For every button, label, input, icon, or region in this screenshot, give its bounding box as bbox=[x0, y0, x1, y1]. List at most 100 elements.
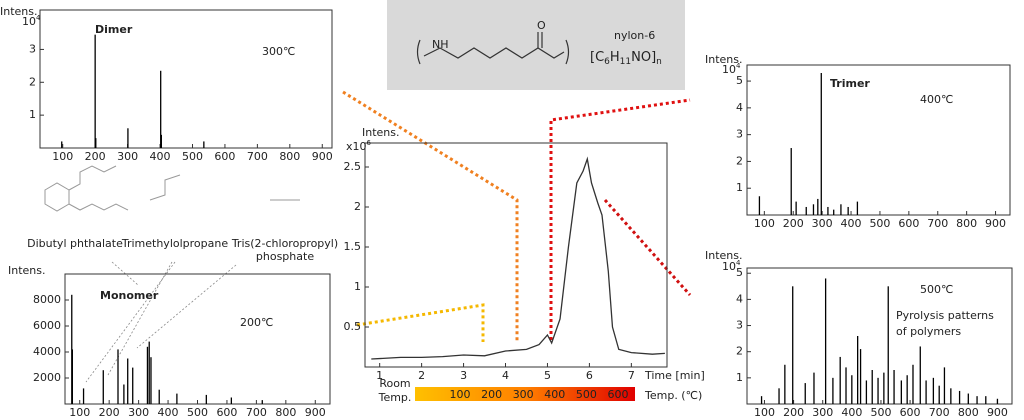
x-tick-label: 700 bbox=[246, 406, 267, 419]
temp-label: Temp. bbox=[378, 391, 412, 404]
x-tick-label: 200 bbox=[99, 406, 120, 419]
x-tick-label: 7 bbox=[628, 369, 635, 382]
y-tick-label: 2.5 bbox=[344, 160, 362, 173]
x-tick-label: 100 bbox=[754, 406, 775, 419]
temp-tick-label: 300 bbox=[513, 388, 534, 401]
y-tick-label: 1 bbox=[354, 280, 361, 293]
y-tick-label: 2 bbox=[354, 200, 361, 213]
x-tick-label: 800 bbox=[958, 406, 979, 419]
temp-tick-label: 100 bbox=[450, 388, 471, 401]
x-tick-label: 700 bbox=[929, 406, 950, 419]
temperature: 500℃ bbox=[920, 283, 953, 296]
x-tick-label: 500 bbox=[187, 406, 208, 419]
polymer-name: nylon-6 bbox=[614, 29, 655, 42]
y-label: Intens. bbox=[0, 5, 38, 18]
y-scale-base: 10 bbox=[722, 260, 736, 273]
x-tick-label: 800 bbox=[275, 406, 296, 419]
x-tick-label: 300 bbox=[128, 406, 149, 419]
x-tick-label: 700 bbox=[927, 217, 948, 230]
x-tick-label: 200 bbox=[85, 150, 106, 163]
x-tick-label: 500 bbox=[869, 217, 890, 230]
molecule-sketches bbox=[44, 165, 300, 212]
x-tick-label: 1 bbox=[376, 369, 383, 382]
chart-title: Dimer bbox=[95, 23, 133, 36]
temp-unit: Temp. (℃) bbox=[644, 389, 702, 402]
x-tick-label: 900 bbox=[985, 217, 1006, 230]
annotation: Pyrolysis patterns bbox=[896, 309, 994, 322]
y-scale: 104 bbox=[722, 62, 741, 76]
annotation: of polymers bbox=[896, 325, 961, 338]
chart-title: Trimer bbox=[830, 77, 870, 90]
y-scale: 104 bbox=[722, 259, 741, 273]
y-tick-label: 6000 bbox=[33, 319, 61, 332]
chart-title: Monomer bbox=[100, 289, 159, 302]
temp-tick-label: 600 bbox=[608, 388, 629, 401]
formula-part: 6 bbox=[604, 57, 610, 67]
thermogram-line bbox=[371, 156, 665, 360]
temp-tick-label: 200 bbox=[481, 388, 502, 401]
y-tick-label: 3 bbox=[29, 42, 36, 55]
x-tick-label: 100 bbox=[69, 406, 90, 419]
molecule-label: Tris(2-chloropropyl) bbox=[231, 237, 338, 250]
y-tick-label: 2 bbox=[736, 345, 743, 358]
y-label: Intens. bbox=[8, 264, 46, 277]
x-tick-label: 100 bbox=[52, 150, 73, 163]
y-label: Intens. bbox=[362, 126, 400, 139]
x-tick-label: 900 bbox=[987, 406, 1008, 419]
x-tick-label: 400 bbox=[841, 217, 862, 230]
y-scale-exp: 4 bbox=[36, 14, 41, 22]
y-tick-label: 2000 bbox=[33, 371, 61, 384]
plot-frame bbox=[746, 267, 1013, 405]
y-tick-label: 5 bbox=[736, 266, 743, 279]
y-tick-label: 8000 bbox=[33, 293, 61, 306]
temperature: 200℃ bbox=[240, 316, 273, 329]
o-label: O bbox=[537, 19, 546, 32]
y-tick-label: 0.5 bbox=[344, 320, 362, 333]
formula-part: [C bbox=[590, 50, 604, 65]
formula-part: n bbox=[656, 57, 662, 67]
y-tick-label: 1 bbox=[736, 181, 743, 194]
x-tick-label: 800 bbox=[279, 150, 300, 163]
x-tick-label: 300 bbox=[812, 217, 833, 230]
temp-tick-label: 500 bbox=[576, 388, 597, 401]
x-tick-label: 300 bbox=[812, 406, 833, 419]
plot-frame bbox=[364, 142, 668, 368]
x-tick-label: 900 bbox=[305, 406, 326, 419]
x-tick-label: 100 bbox=[754, 217, 775, 230]
polymer-formula: [C6H11NO]n bbox=[590, 50, 662, 67]
x-tick-label: 900 bbox=[312, 150, 333, 163]
molecule-label: phosphate bbox=[256, 250, 314, 263]
connectors bbox=[342, 90, 692, 342]
y-scale-base: 10 bbox=[722, 63, 736, 76]
y-tick-label: 5 bbox=[736, 74, 743, 87]
x-tick-label: 400 bbox=[158, 406, 179, 419]
x-tick-label: 6 bbox=[586, 369, 593, 382]
molecule-label: Trimethylolpropane bbox=[121, 237, 228, 250]
formula-part: NO] bbox=[631, 50, 656, 65]
x-tick-label: 200 bbox=[783, 406, 804, 419]
temp-label: Room bbox=[379, 377, 410, 390]
x-tick-label: 600 bbox=[216, 406, 237, 419]
x-tick-label: 2 bbox=[418, 369, 425, 382]
x-tick-label: 5 bbox=[544, 369, 551, 382]
y-label: Intens. bbox=[705, 249, 743, 262]
y-tick-label: 2 bbox=[736, 154, 743, 167]
y-tick-label: 1.5 bbox=[344, 240, 362, 253]
temperature: 400℃ bbox=[920, 93, 953, 106]
y-tick-label: 4 bbox=[736, 101, 743, 114]
temp-tick-label: 400 bbox=[544, 388, 565, 401]
y-tick-label: 1 bbox=[736, 371, 743, 384]
plot-frame bbox=[39, 9, 333, 149]
temp-bar bbox=[415, 387, 635, 401]
y-label: Intens. bbox=[705, 53, 743, 66]
plot-frame bbox=[746, 64, 1011, 216]
y-tick-label: 2 bbox=[29, 75, 36, 88]
x-label: Time [min] bbox=[644, 369, 705, 382]
formula-part: 11 bbox=[620, 57, 631, 67]
x-tick-label: 200 bbox=[783, 217, 804, 230]
y-tick-label: 4000 bbox=[33, 345, 61, 358]
x-tick-label: 500 bbox=[182, 150, 203, 163]
y-scale: 104 bbox=[22, 14, 41, 28]
y-scale: x106 bbox=[346, 139, 372, 153]
